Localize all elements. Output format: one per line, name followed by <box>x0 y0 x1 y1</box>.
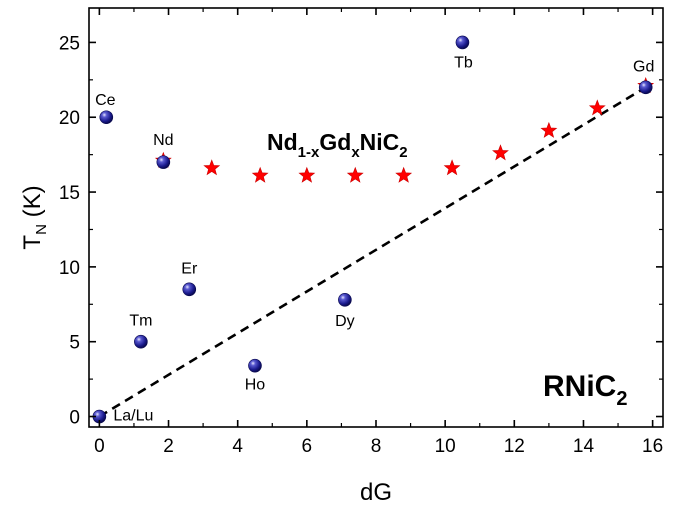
point-label: Ce <box>95 92 116 109</box>
y-axis-title: TN (K) <box>19 185 50 249</box>
point-label: Er <box>181 260 198 277</box>
sphere-point <box>638 80 653 95</box>
point-label: La/Lu <box>113 408 153 425</box>
star-point <box>540 121 558 138</box>
y-tick-label: 20 <box>59 108 80 129</box>
x-tick-label: 4 <box>232 436 243 457</box>
x-tick-label: 14 <box>573 436 595 457</box>
sphere-point <box>182 282 197 297</box>
fit-line <box>98 86 647 418</box>
star-point <box>588 99 606 116</box>
point-label: Dy <box>335 313 355 330</box>
plot-frame <box>88 7 664 428</box>
point-label: Nd <box>153 132 173 149</box>
sphere-point <box>99 110 114 125</box>
y-tick-label: 15 <box>59 183 80 204</box>
x-tick-label: 10 <box>435 436 456 457</box>
x-tick-label: 12 <box>504 436 525 457</box>
sphere-point <box>156 155 171 169</box>
x-tick-label: 2 <box>163 436 174 457</box>
sphere-point <box>338 293 352 307</box>
series-label-ndgd: Nd1-xGdxNiC2 <box>267 129 408 161</box>
sphere-point <box>455 35 470 50</box>
y-tick-label: 10 <box>59 258 80 279</box>
point-label: Tm <box>129 313 152 330</box>
y-tick-label: 25 <box>59 33 80 54</box>
sphere-point <box>248 358 262 373</box>
star-point <box>492 144 509 161</box>
point-label: Gd <box>633 58 654 75</box>
star-point <box>203 159 221 176</box>
y-tick-label: 0 <box>69 408 80 429</box>
x-axis-title: dG <box>360 479 392 506</box>
x-tick-label: 6 <box>302 436 313 457</box>
star-point <box>298 166 316 183</box>
star-point <box>346 166 364 183</box>
y-tick-label: 5 <box>69 333 80 354</box>
x-tick-label: 0 <box>94 436 105 457</box>
star-point <box>395 166 413 183</box>
x-tick-label: 8 <box>371 436 382 457</box>
star-point <box>251 166 269 183</box>
point-label: Tb <box>454 54 473 71</box>
point-label: Ho <box>245 377 266 394</box>
series-label-rnic2: RNiC2 <box>543 370 627 410</box>
x-tick-label: 16 <box>642 436 663 457</box>
star-point <box>443 159 461 176</box>
sphere-point <box>134 334 148 349</box>
